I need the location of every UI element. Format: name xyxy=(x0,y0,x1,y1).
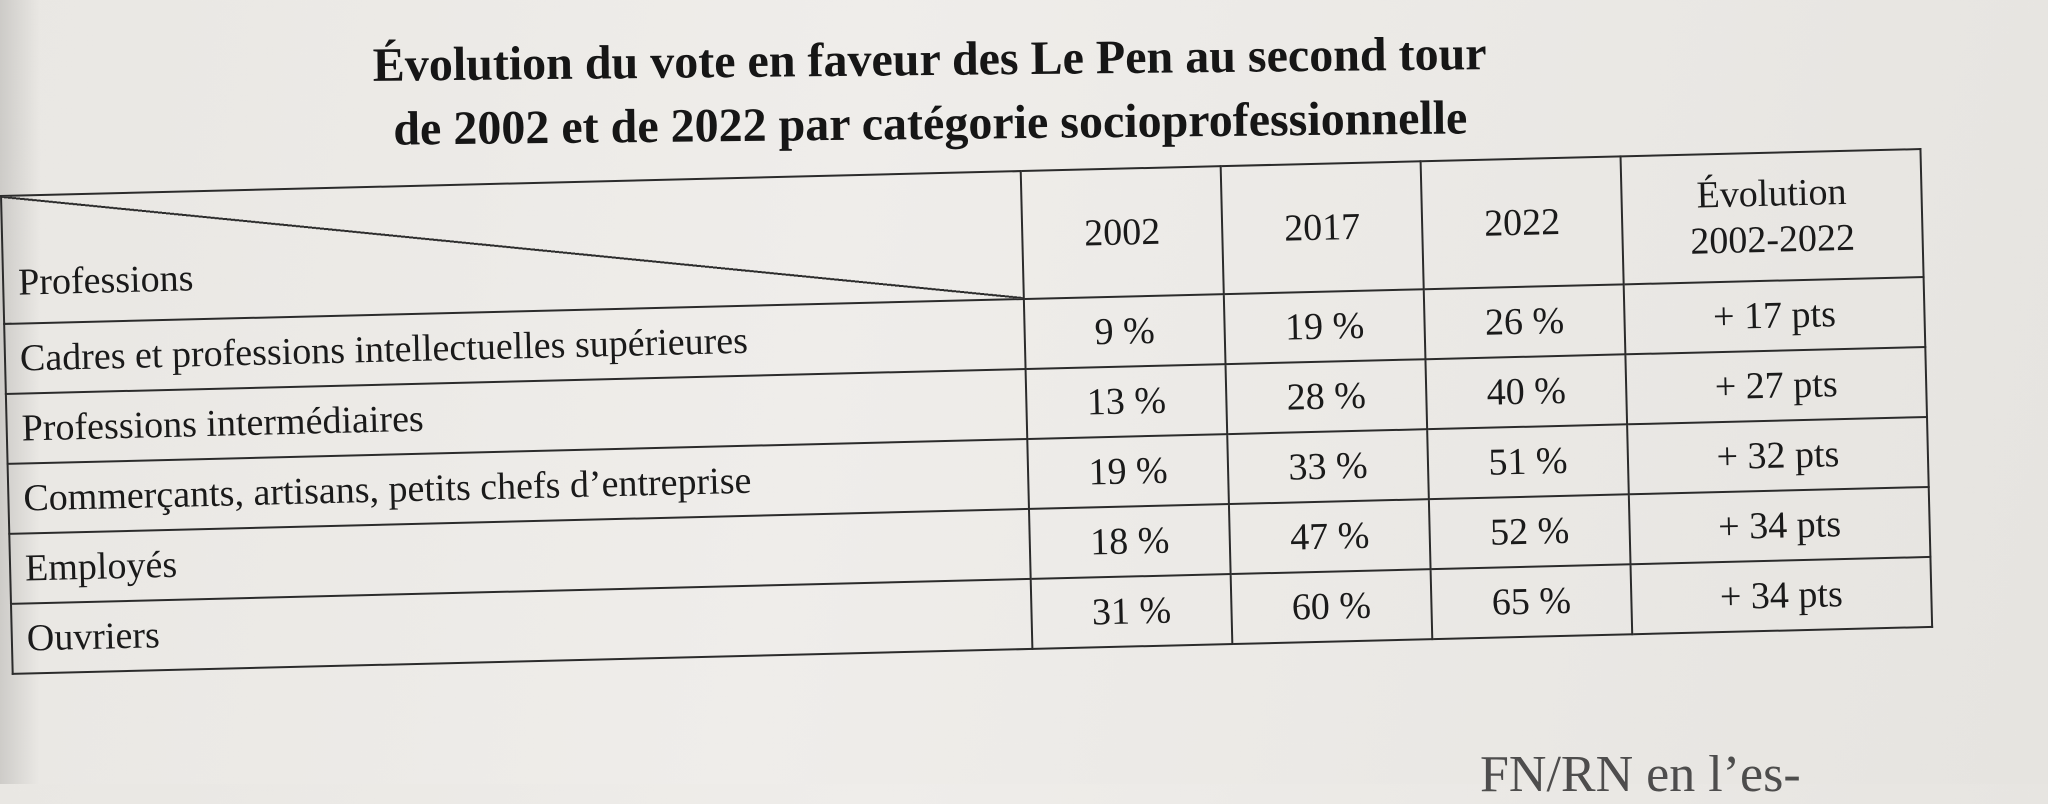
row-2017: 19 % xyxy=(1223,289,1426,365)
header-evolution: Évolution 2002-2022 xyxy=(1620,149,1924,285)
header-evolution-line2: 2002-2022 xyxy=(1689,216,1856,263)
row-evolution: + 34 pts xyxy=(1628,486,1931,565)
row-2022: 65 % xyxy=(1430,564,1633,640)
page-edge-shadow xyxy=(0,0,40,784)
row-2017: 28 % xyxy=(1225,359,1428,435)
row-evolution: + 34 pts xyxy=(1630,556,1933,635)
row-2002: 31 % xyxy=(1030,574,1233,649)
row-2022: 26 % xyxy=(1423,284,1626,360)
body-text-fragment: FN/RN en l’es- xyxy=(1480,746,1801,803)
row-2017: 33 % xyxy=(1227,429,1429,505)
row-2022: 52 % xyxy=(1428,494,1631,570)
row-2002: 13 % xyxy=(1025,364,1228,439)
row-2017: 47 % xyxy=(1228,499,1431,575)
row-evolution: + 32 pts xyxy=(1627,416,1929,495)
row-2022: 40 % xyxy=(1425,354,1628,430)
row-2002: 18 % xyxy=(1028,504,1231,579)
row-evolution: + 17 pts xyxy=(1623,277,1926,355)
row-evolution: + 27 pts xyxy=(1625,347,1927,425)
row-2002: 19 % xyxy=(1027,434,1229,509)
row-2002: 9 % xyxy=(1023,294,1226,369)
header-professions: Professions xyxy=(1,171,1024,324)
row-2017: 60 % xyxy=(1230,569,1433,645)
header-2022: 2022 xyxy=(1420,156,1624,290)
header-evolution-line1: Évolution xyxy=(1696,170,1847,217)
header-2002: 2002 xyxy=(1020,166,1224,300)
title-line-2: de 2002 et de 2022 par catégorie sociopr… xyxy=(393,91,1468,156)
results-table-wrapper: Professions 2002 2017 2022 Évolution 200… xyxy=(0,148,1933,675)
results-table: Professions 2002 2017 2022 Évolution 200… xyxy=(0,148,1933,675)
table-title: Évolution du vote en faveur des Le Pen a… xyxy=(229,21,1630,164)
header-2017: 2017 xyxy=(1220,161,1424,295)
row-2022: 51 % xyxy=(1427,424,1629,500)
